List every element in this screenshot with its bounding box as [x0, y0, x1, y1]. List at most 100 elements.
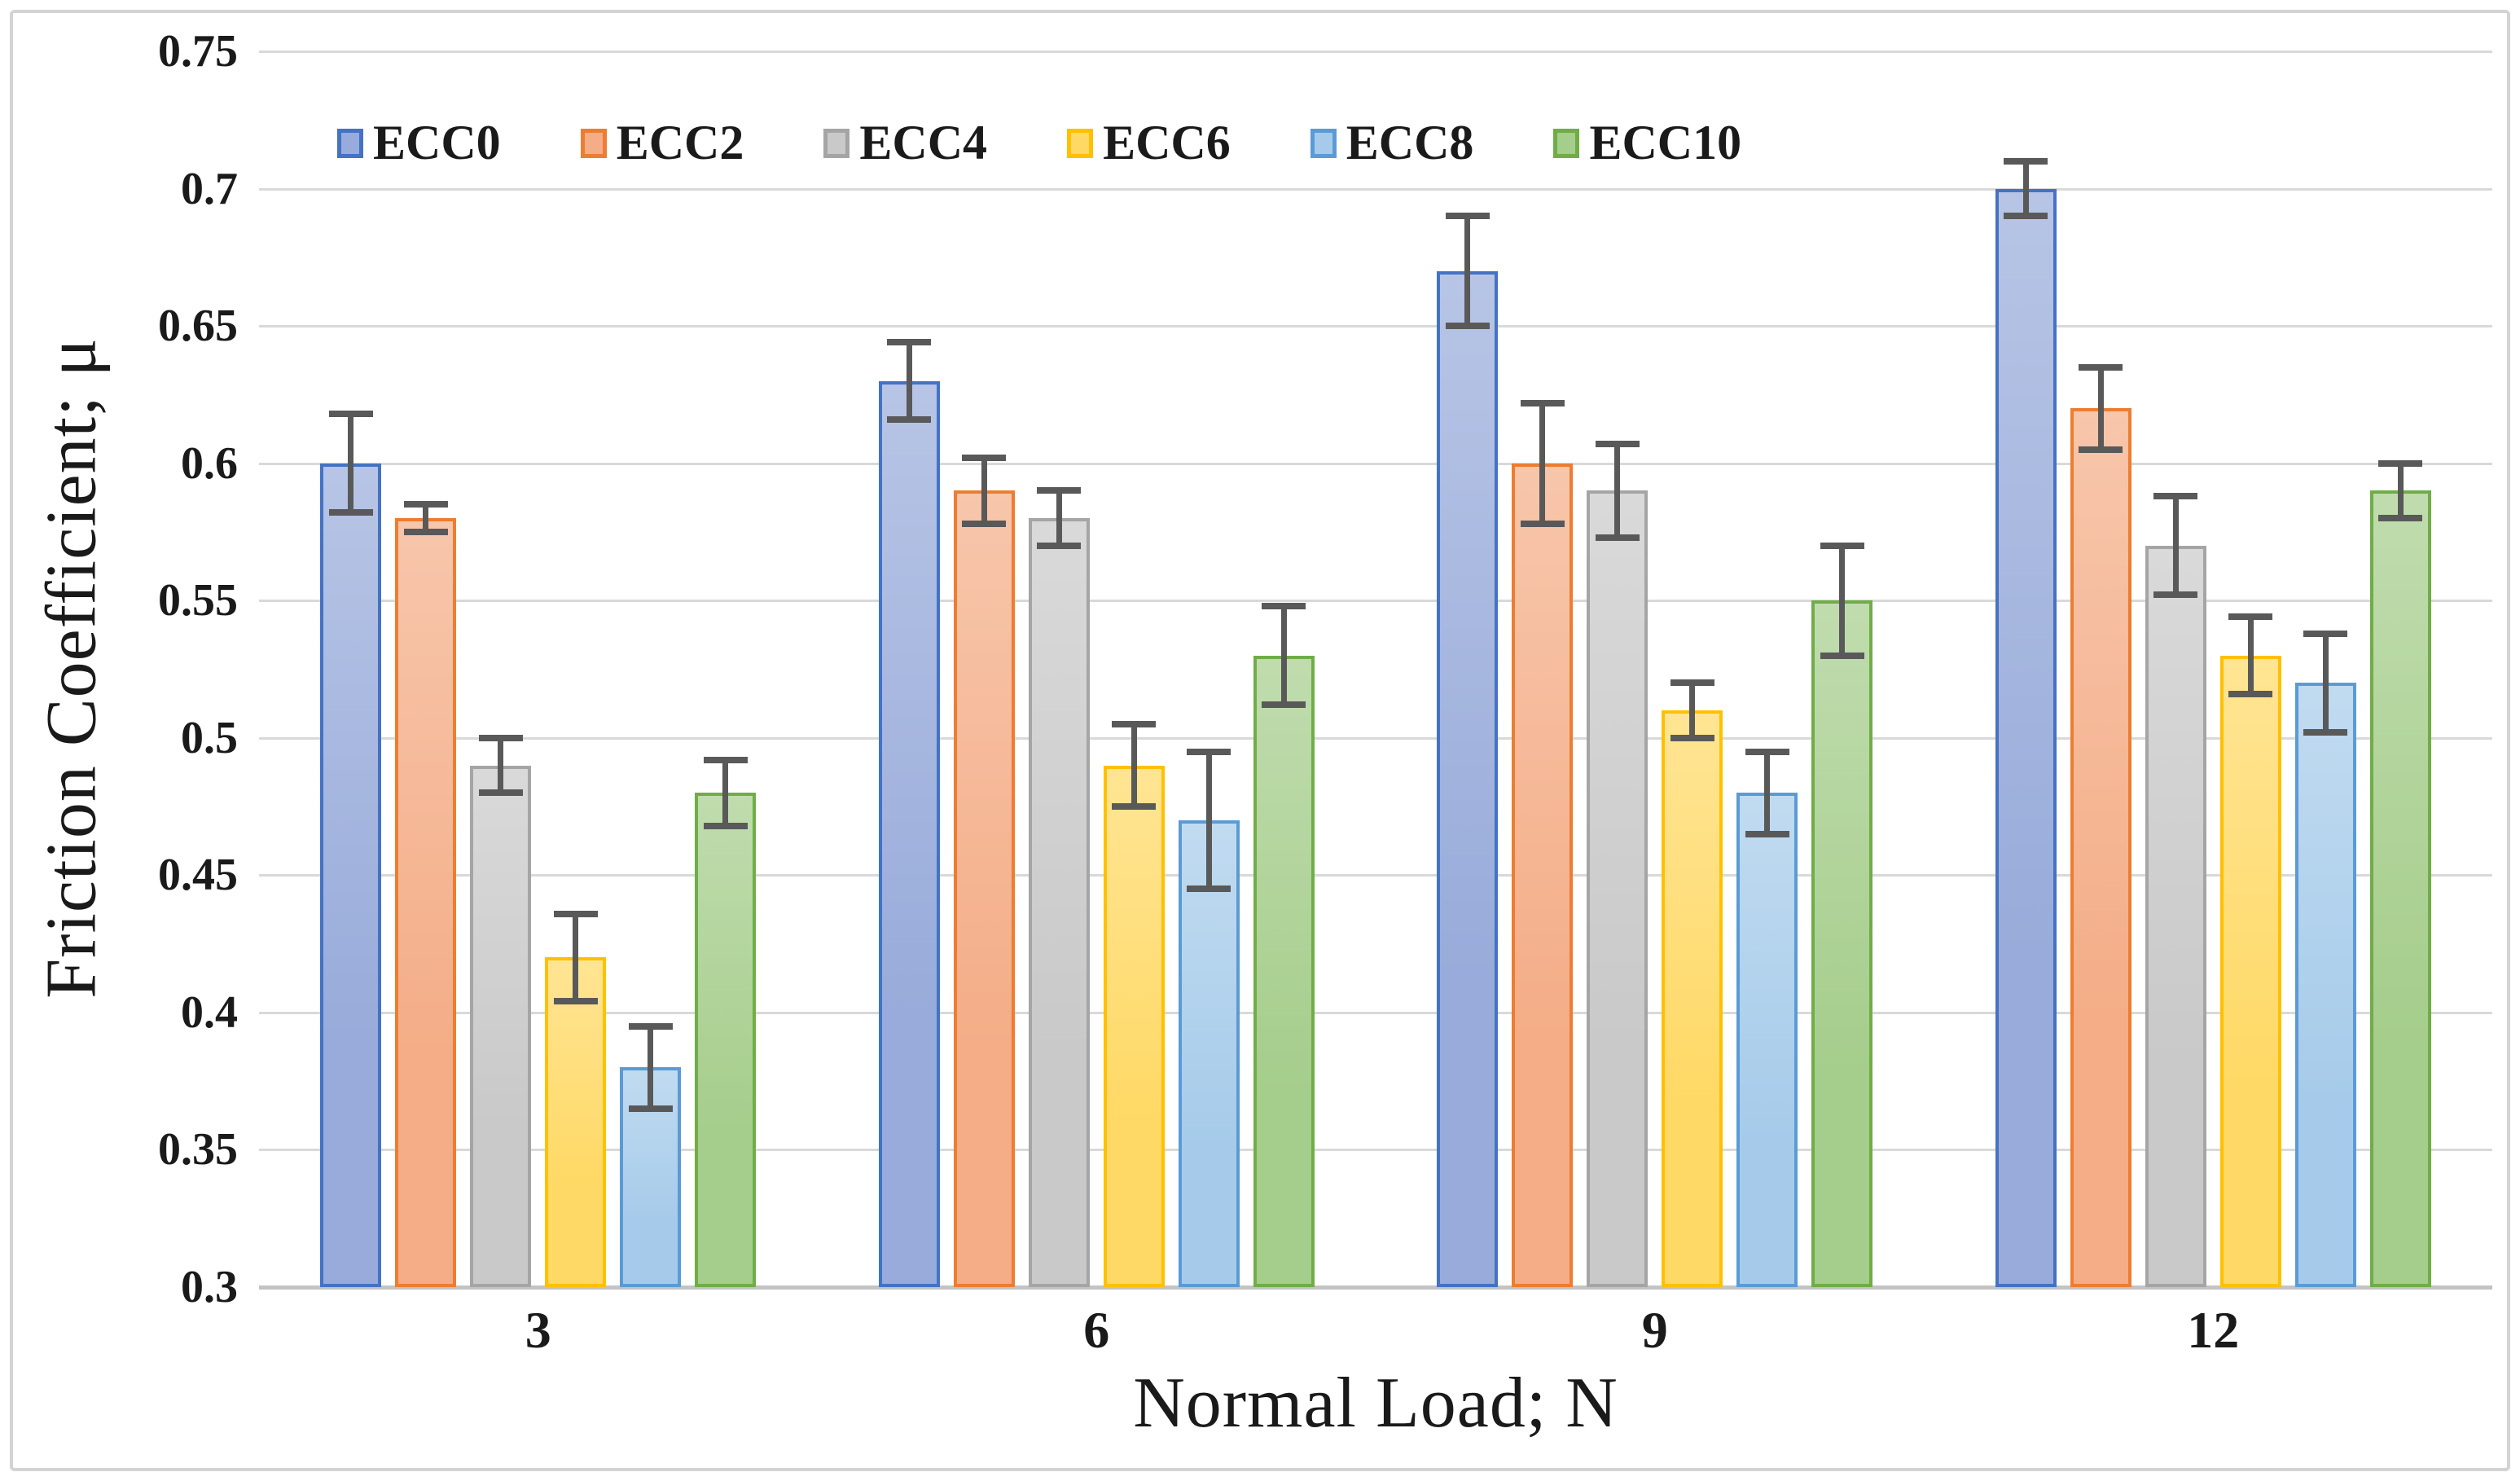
y-tick-label-0.4: 0.4 — [181, 987, 238, 1038]
bar-ECC6-9N — [1662, 710, 1723, 1287]
gridline-0.65 — [259, 325, 2492, 328]
bar-cell-ECC2-12N — [2070, 51, 2131, 1287]
error-cap-top-ECC2-6N — [962, 454, 1007, 461]
bar-group-6N — [818, 51, 1376, 1287]
bar-ECC10-6N — [1253, 655, 1315, 1287]
bar-cell-ECC8-3N — [620, 51, 682, 1287]
bar-ECC2-9N — [1512, 463, 1574, 1287]
bar-ECC0-3N — [320, 463, 382, 1287]
bar-ECC4-3N — [470, 765, 532, 1287]
error-cap-top-ECC0-3N — [328, 410, 373, 417]
y-tick-label-0.35: 0.35 — [158, 1124, 238, 1176]
bar-ECC4-9N — [1587, 490, 1649, 1287]
legend-swatch-icon-ECC4 — [823, 128, 850, 158]
legend-swatch-icon-ECC6 — [1067, 128, 1094, 158]
error-cap-top-ECC6-12N — [2228, 613, 2273, 621]
bar-cell-ECC4-9N — [1587, 51, 1649, 1287]
error-cap-top-ECC10-9N — [1820, 542, 1864, 549]
error-cap-bottom-ECC0-6N — [887, 415, 932, 423]
y-tick-label-0.6: 0.6 — [181, 437, 238, 489]
y-tick-label-0.5: 0.5 — [181, 712, 238, 763]
legend-label-ECC6: ECC6 — [1103, 116, 1231, 169]
bar-ECC6-12N — [2219, 655, 2281, 1287]
error-bar-ECC4-6N — [1056, 490, 1062, 546]
legend-item-ECC4: ECC4 — [823, 115, 987, 171]
error-cap-bottom-ECC0-9N — [1445, 323, 1490, 330]
error-cap-bottom-ECC10-12N — [2378, 515, 2423, 522]
bar-ECC8-6N — [1178, 820, 1240, 1287]
x-axis-title: Normal Load; N — [1133, 1364, 1618, 1443]
legend-item-ECC10: ECC10 — [1553, 115, 1741, 171]
legend: ECC0 ECC2 ECC4 ECC6 ECC8 ECC10 — [337, 115, 1741, 171]
error-cap-bottom-ECC8-9N — [1745, 830, 1789, 837]
legend-item-ECC8: ECC8 — [1310, 115, 1473, 171]
bar-ECC2-3N — [395, 518, 457, 1287]
bar-ECC2-12N — [2070, 408, 2131, 1287]
error-bar-ECC0-12N — [2022, 160, 2029, 217]
error-cap-bottom-ECC2-12N — [2079, 446, 2123, 453]
error-cap-bottom-ECC4-9N — [1595, 534, 1640, 541]
error-bar-ECC10-9N — [1839, 545, 1846, 656]
error-bar-ECC10-6N — [1280, 605, 1287, 705]
bar-ECC2-6N — [953, 490, 1015, 1287]
error-bar-ECC6-6N — [1130, 723, 1137, 807]
error-cap-top-ECC10-3N — [703, 756, 748, 763]
legend-item-ECC6: ECC6 — [1067, 115, 1231, 171]
error-bar-ECC10-3N — [722, 759, 729, 826]
bar-cell-ECC6-6N — [1103, 51, 1165, 1287]
error-cap-top-ECC4-12N — [2153, 493, 2198, 500]
x-tick-label-6: 6 — [1083, 1301, 1110, 1359]
bar-cell-ECC10-9N — [1811, 51, 1873, 1287]
plot-area: ECC0 ECC2 ECC4 ECC6 ECC8 ECC10 — [259, 51, 2493, 1290]
error-bar-ECC8-3N — [648, 1026, 654, 1109]
error-bar-ECC0-3N — [348, 413, 354, 513]
error-bar-ECC10-12N — [2397, 463, 2404, 519]
x-tick-label-12: 12 — [2187, 1301, 2240, 1359]
bar-cell-ECC10-6N — [1253, 51, 1315, 1287]
error-cap-bottom-ECC4-3N — [478, 789, 523, 797]
y-tick-label-0.3: 0.3 — [181, 1262, 238, 1312]
bar-cell-ECC4-3N — [470, 51, 532, 1287]
error-cap-bottom-ECC10-6N — [1262, 701, 1306, 709]
bar-cell-ECC0-12N — [1995, 51, 2057, 1287]
error-cap-bottom-ECC4-6N — [1037, 542, 1082, 549]
y-axis-tick-labels: 0.75 0.7 0.65 0.6 0.55 0.5 0.45 0.4 0.35 0.3 — [0, 26, 244, 1312]
x-axis-line — [259, 1285, 2492, 1290]
error-bar-ECC0-6N — [906, 342, 912, 420]
bar-ECC8-9N — [1736, 793, 1798, 1287]
bar-group-12N — [1934, 51, 2493, 1287]
bar-cell-ECC8-12N — [2294, 51, 2356, 1287]
error-bar-ECC8-12N — [2322, 633, 2329, 733]
legend-swatch-icon-ECC2 — [580, 128, 607, 158]
error-cap-bottom-ECC0-12N — [2004, 213, 2048, 220]
legend-label-ECC0: ECC0 — [373, 116, 501, 169]
error-cap-bottom-ECC2-9N — [1520, 520, 1565, 527]
error-bar-ECC2-12N — [2097, 367, 2104, 450]
bar-ECC4-12N — [2145, 545, 2206, 1287]
error-cap-bottom-ECC6-9N — [1670, 734, 1714, 741]
error-cap-bottom-ECC6-3N — [553, 998, 598, 1005]
error-cap-bottom-ECC6-12N — [2228, 690, 2273, 697]
error-cap-top-ECC0-12N — [2004, 157, 2048, 165]
error-bar-ECC0-9N — [1464, 216, 1471, 327]
error-bar-ECC2-6N — [981, 457, 987, 524]
x-tick-label-3: 3 — [525, 1301, 551, 1359]
bar-cell-ECC2-3N — [395, 51, 457, 1287]
error-bar-ECC2-9N — [1539, 402, 1546, 524]
error-cap-bottom-ECC10-9N — [1820, 652, 1864, 659]
error-cap-bottom-ECC2-6N — [962, 520, 1007, 527]
bar-cell-ECC0-6N — [878, 51, 940, 1287]
error-cap-top-ECC8-12N — [2303, 630, 2348, 637]
bar-ECC6-3N — [545, 957, 607, 1287]
x-axis-tick-labels: 3 6 9 12 — [259, 1300, 2492, 1360]
error-cap-top-ECC6-9N — [1670, 679, 1714, 687]
error-bar-ECC4-9N — [1614, 444, 1621, 538]
y-tick-label-0.75: 0.75 — [158, 26, 238, 77]
error-bar-ECC4-12N — [2172, 496, 2179, 595]
legend-label-ECC2: ECC2 — [616, 116, 744, 169]
bar-ECC0-6N — [878, 380, 940, 1287]
error-bar-ECC6-9N — [1689, 683, 1696, 738]
gridline-0.75 — [259, 51, 2492, 53]
bar-cell-ECC6-12N — [2219, 51, 2281, 1287]
error-cap-bottom-ECC8-6N — [1187, 886, 1231, 893]
